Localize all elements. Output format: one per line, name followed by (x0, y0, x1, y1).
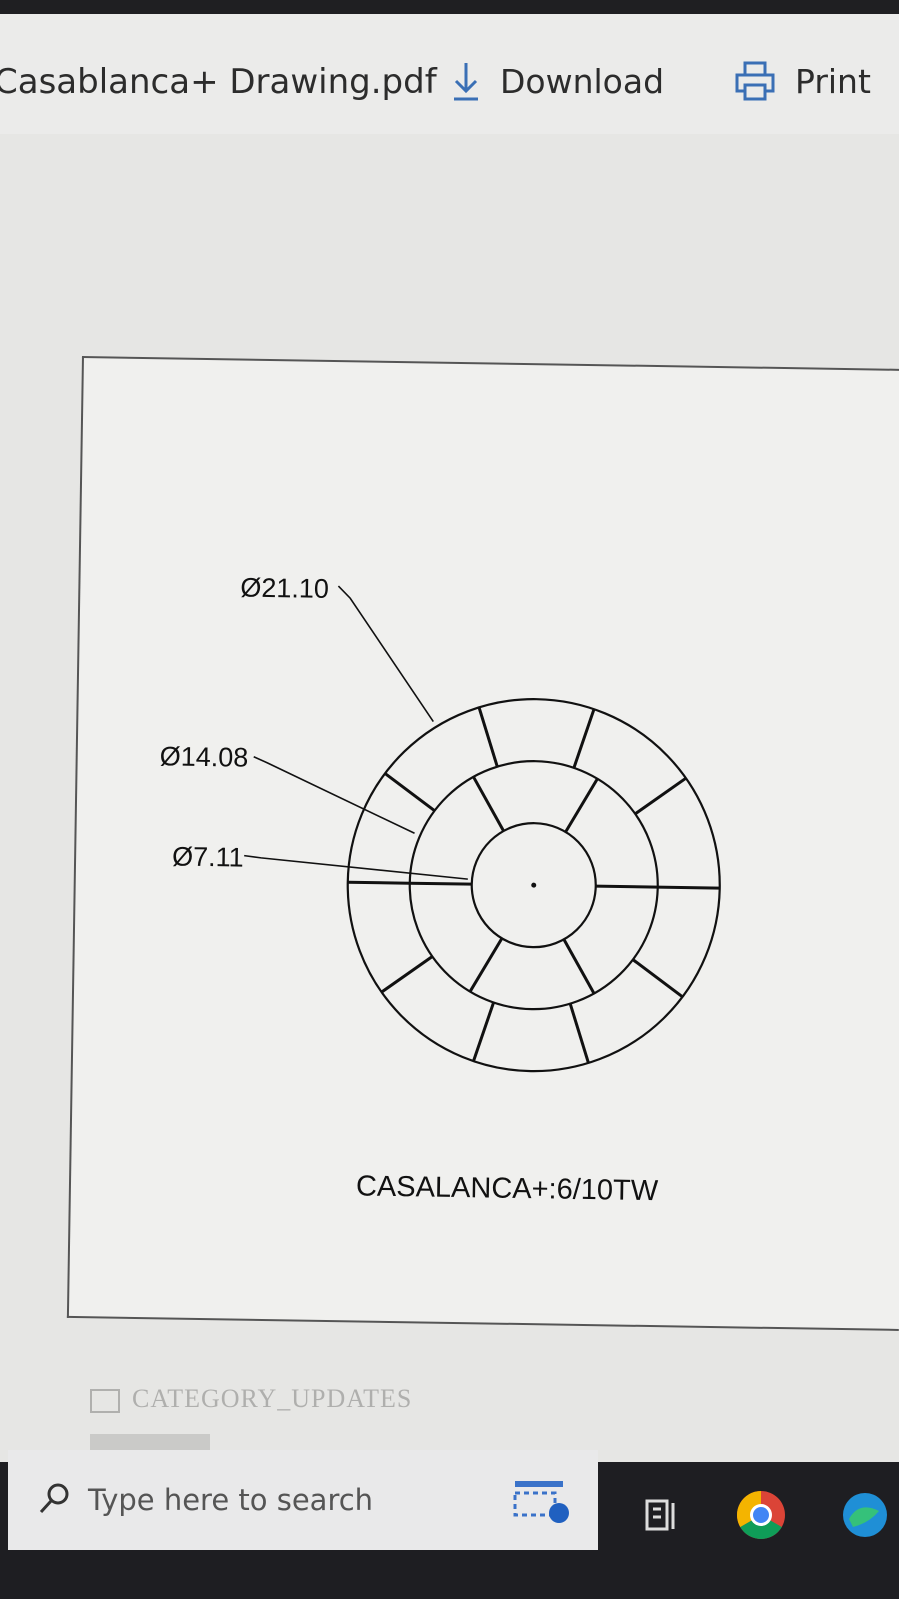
pdf-page: Ø21.10 Ø14.08 Ø7.11 CASALANCA+:6/10TW (66, 356, 899, 1331)
outer-segment-divider (380, 955, 434, 994)
viewer-toolbar: Casablanca+ Drawing.pdf Download Print (0, 14, 899, 134)
middle-segment-divider (595, 884, 658, 889)
middle-segment-divider (468, 937, 504, 993)
middle-segment-divider (409, 881, 472, 886)
print-label: Print (795, 61, 871, 101)
print-button[interactable]: Print (735, 58, 871, 104)
download-label: Download (500, 61, 665, 101)
download-icon (452, 61, 480, 101)
search-placeholder: Type here to search (88, 1483, 374, 1517)
outer-segment-divider (572, 708, 596, 769)
cable-cross-section-drawing (244, 585, 721, 1073)
background-window-text: CATEGORY_UPDATES (90, 1384, 412, 1414)
outer-segment-divider (634, 776, 687, 816)
middle-segment-divider (564, 777, 599, 833)
outer-segment-divider (657, 885, 720, 890)
search-icon (38, 1481, 72, 1520)
dimension-outer-diameter: Ø21.10 (240, 572, 330, 604)
outer-segment-divider (568, 1003, 590, 1064)
chrome-icon[interactable] (726, 1480, 796, 1550)
leader-line-middle (253, 756, 415, 835)
middle-segment-divider (472, 776, 505, 832)
outer-segment-divider (472, 1001, 495, 1062)
task-view-icon[interactable] (513, 1475, 573, 1525)
printer-icon (735, 61, 775, 101)
outer-segment-divider (477, 706, 499, 768)
drawing-caption: CASALANCA+:6/10TW (355, 1170, 659, 1208)
leader-line-outer (337, 585, 434, 723)
pdf-viewer-window: Casablanca+ Drawing.pdf Download Print (0, 14, 899, 1494)
center-point (531, 882, 537, 888)
taskbar-search[interactable]: Type here to search (8, 1450, 598, 1550)
outer-segment-divider (632, 958, 684, 999)
download-button[interactable]: Download (452, 58, 664, 104)
app-icon[interactable] (628, 1480, 698, 1550)
outer-segment-divider (347, 880, 410, 885)
middle-segment-divider (562, 938, 596, 995)
background-window-bar (90, 1434, 210, 1452)
dimension-inner-diameter: Ø7.11 (171, 841, 244, 873)
leader-line-inner (244, 854, 468, 880)
edge-icon[interactable] (830, 1480, 899, 1550)
dimension-middle-diameter: Ø14.08 (159, 741, 249, 773)
file-name: Casablanca+ Drawing.pdf (0, 62, 437, 102)
outer-segment-divider (384, 772, 436, 812)
